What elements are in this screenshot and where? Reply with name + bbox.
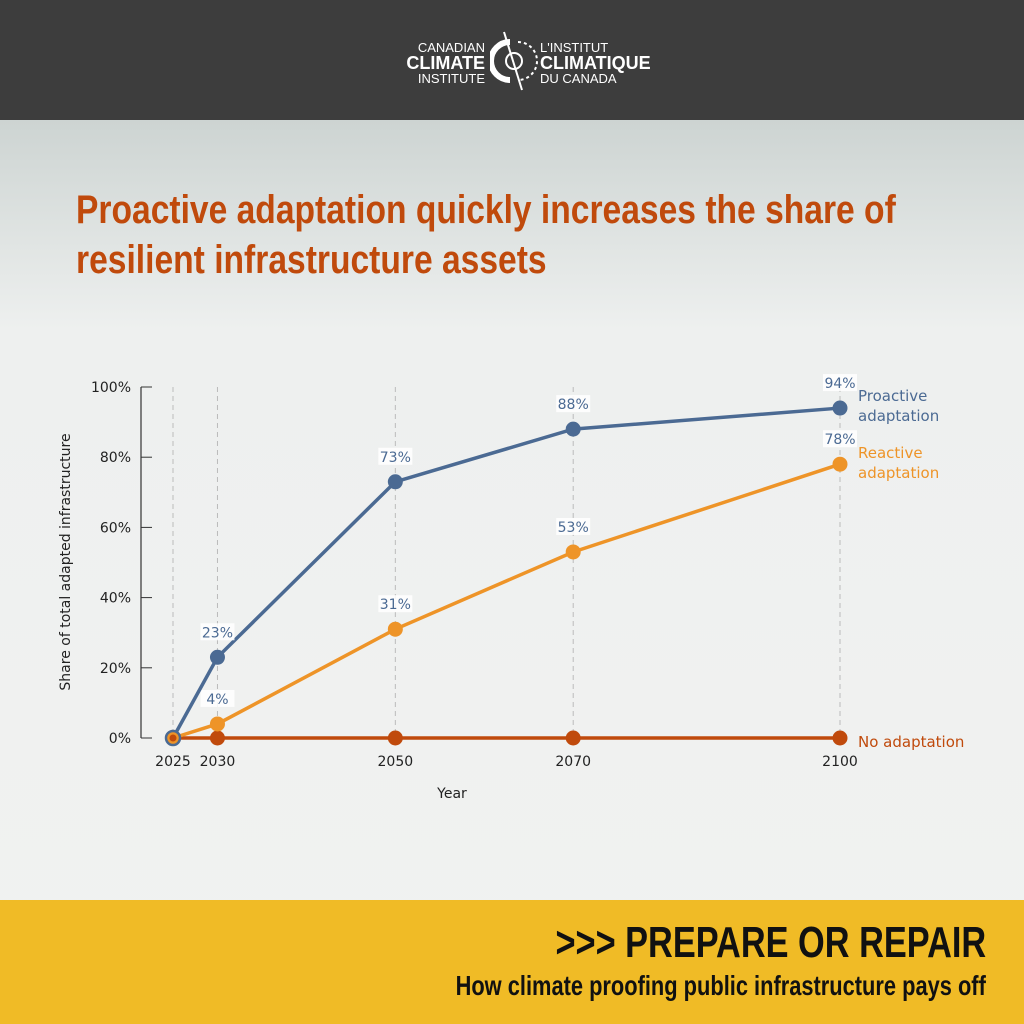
data-label: 94% bbox=[824, 376, 855, 392]
chart-title: Proactive adaptation quickly increases t… bbox=[76, 188, 896, 282]
data-point bbox=[209, 716, 225, 732]
data-point bbox=[209, 730, 225, 746]
data-point bbox=[832, 730, 848, 746]
data-label-bg bbox=[823, 374, 857, 392]
origin-point-inner bbox=[169, 734, 177, 742]
data-label-bg bbox=[200, 623, 235, 641]
series-label: adaptation bbox=[858, 464, 939, 482]
logo-en-line2: CLIMATE bbox=[406, 53, 485, 73]
data-point bbox=[387, 621, 403, 637]
y-axis-label: Share of total adapted infrastructure bbox=[58, 433, 74, 690]
y-tick-label: 60% bbox=[100, 520, 131, 536]
data-label-bg bbox=[556, 395, 591, 413]
logo-en-line1: CANADIAN bbox=[417, 40, 485, 55]
logo-fr-line3: DU CANADA bbox=[540, 71, 617, 86]
data-label: 78% bbox=[824, 432, 855, 448]
x-axis-label: Year bbox=[436, 786, 467, 802]
x-tick-label: 2100 bbox=[822, 754, 858, 770]
series-line-0 bbox=[171, 406, 841, 739]
data-point bbox=[832, 400, 848, 416]
data-label-bg bbox=[823, 430, 857, 448]
x-tick-label: 2025 bbox=[155, 754, 191, 770]
y-tick-label: 20% bbox=[100, 661, 131, 677]
series-label: Proactive bbox=[858, 387, 927, 405]
series-label: Reactive bbox=[858, 444, 923, 462]
data-label: 4% bbox=[206, 692, 228, 708]
data-label-bg bbox=[378, 447, 413, 465]
data-label-bg bbox=[378, 595, 413, 613]
series-label: adaptation bbox=[858, 407, 939, 425]
data-point bbox=[565, 421, 581, 437]
header-bar: CANADIAN CLIMATE INSTITUTE L'INSTITUT CL… bbox=[0, 0, 1024, 120]
data-label-bg bbox=[556, 517, 591, 535]
data-point bbox=[387, 730, 403, 746]
logo-emblem-icon bbox=[490, 31, 538, 91]
data-label: 53% bbox=[558, 520, 589, 536]
data-label: 88% bbox=[558, 397, 589, 413]
data-label: 31% bbox=[380, 597, 411, 613]
data-point bbox=[565, 544, 581, 560]
series-label: No adaptation bbox=[858, 733, 964, 751]
y-tick-label: 100% bbox=[91, 380, 131, 396]
x-tick-label: 2070 bbox=[555, 754, 591, 770]
y-tick-label: 0% bbox=[109, 731, 131, 747]
data-point bbox=[387, 474, 403, 490]
y-tick-label: 80% bbox=[100, 450, 131, 466]
x-tick-label: 2030 bbox=[200, 754, 236, 770]
footer-subtitle: How climate proofing public infrastructu… bbox=[455, 970, 986, 1001]
line-chart: 0%20%40%60%80%100% 2025 2030 2050 2070 2100 … bbox=[58, 374, 964, 802]
x-tick-label: 2050 bbox=[378, 754, 414, 770]
data-label: 73% bbox=[380, 450, 411, 466]
y-tick-label: 40% bbox=[100, 591, 131, 607]
data-point bbox=[832, 456, 848, 472]
logo-en-line3: INSTITUTE bbox=[417, 71, 485, 86]
footer-banner bbox=[0, 900, 1024, 1024]
data-point bbox=[565, 730, 581, 746]
data-point bbox=[209, 649, 225, 665]
footer-headline: >>> PREPARE OR REPAIR bbox=[555, 918, 986, 967]
logo-fr-line2: CLIMATIQUE bbox=[540, 53, 651, 73]
data-label: 23% bbox=[202, 625, 233, 641]
data-label-bg bbox=[200, 689, 235, 707]
logo-fr-line1: L'INSTITUT bbox=[540, 40, 609, 55]
